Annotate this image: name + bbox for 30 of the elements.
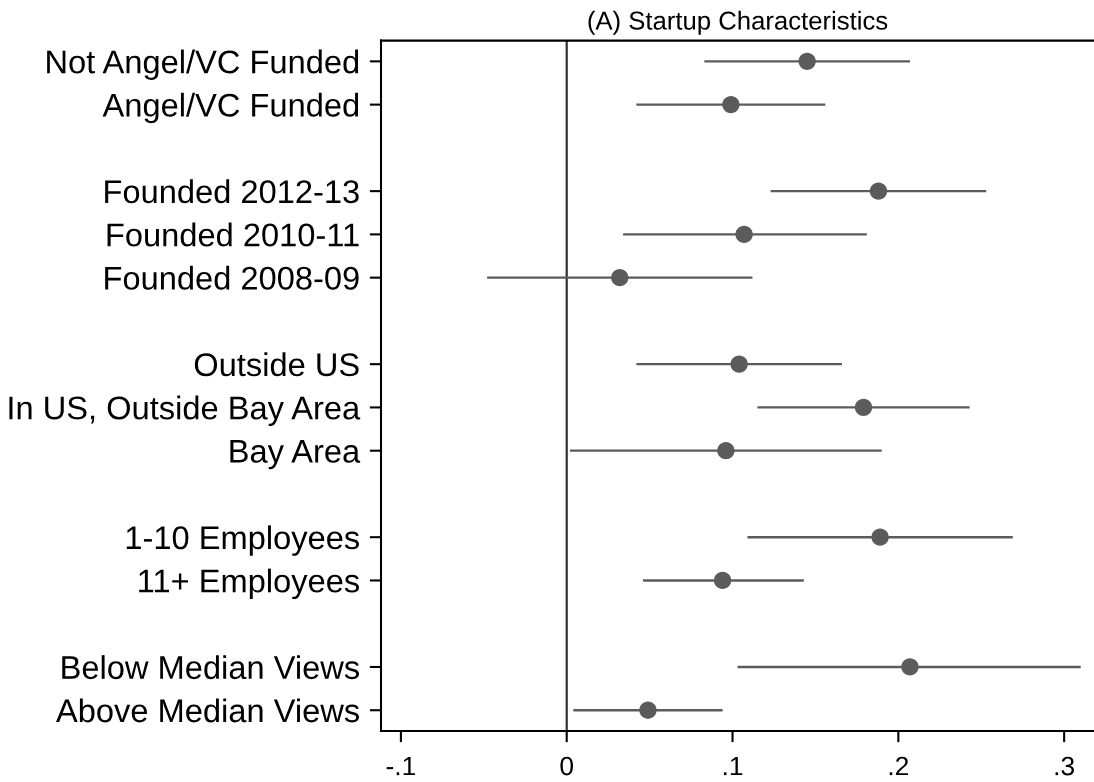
- x-tick-label: 0: [560, 756, 574, 776]
- y-tick-label: 1-10 Employees: [126, 525, 359, 556]
- chart-title: (A) Startup Characteristics: [588, 10, 888, 35]
- point: [798, 52, 816, 71]
- y-tick-label: In US, Outside Bay Area: [9, 395, 361, 427]
- y-tick-label: Not Angel/VC Funded: [47, 49, 359, 80]
- x-tick-label: -.1: [386, 756, 416, 776]
- point: [735, 225, 753, 244]
- x-tick-label: .2: [889, 756, 909, 776]
- point: [639, 701, 657, 719]
- y-tick-label: Bay Area: [230, 440, 361, 470]
- y-tick-label: Above Median Views: [56, 698, 359, 723]
- point: [722, 95, 740, 114]
- x-tick-label: .3: [1055, 756, 1074, 776]
- point: [717, 442, 735, 460]
- y-tick-label: Below Median Views: [62, 655, 359, 680]
- y-tick-label: Founded 2010-11: [107, 222, 359, 247]
- y-tick-label: Founded 2008-09: [105, 265, 359, 290]
- point: [901, 658, 919, 676]
- point: [854, 398, 873, 417]
- x-tick-label: .1: [723, 756, 743, 776]
- point: [611, 269, 629, 287]
- y-tick-label: Outside US: [194, 352, 359, 377]
- y-tick-label: Angel/VC Funded: [102, 92, 359, 124]
- point: [871, 528, 889, 546]
- point: [869, 182, 888, 200]
- point: [730, 355, 748, 373]
- point: [713, 571, 732, 590]
- y-tick-label: 11+ Employees: [139, 568, 359, 600]
- y-tick-label: Founded 2012-13: [105, 179, 359, 204]
